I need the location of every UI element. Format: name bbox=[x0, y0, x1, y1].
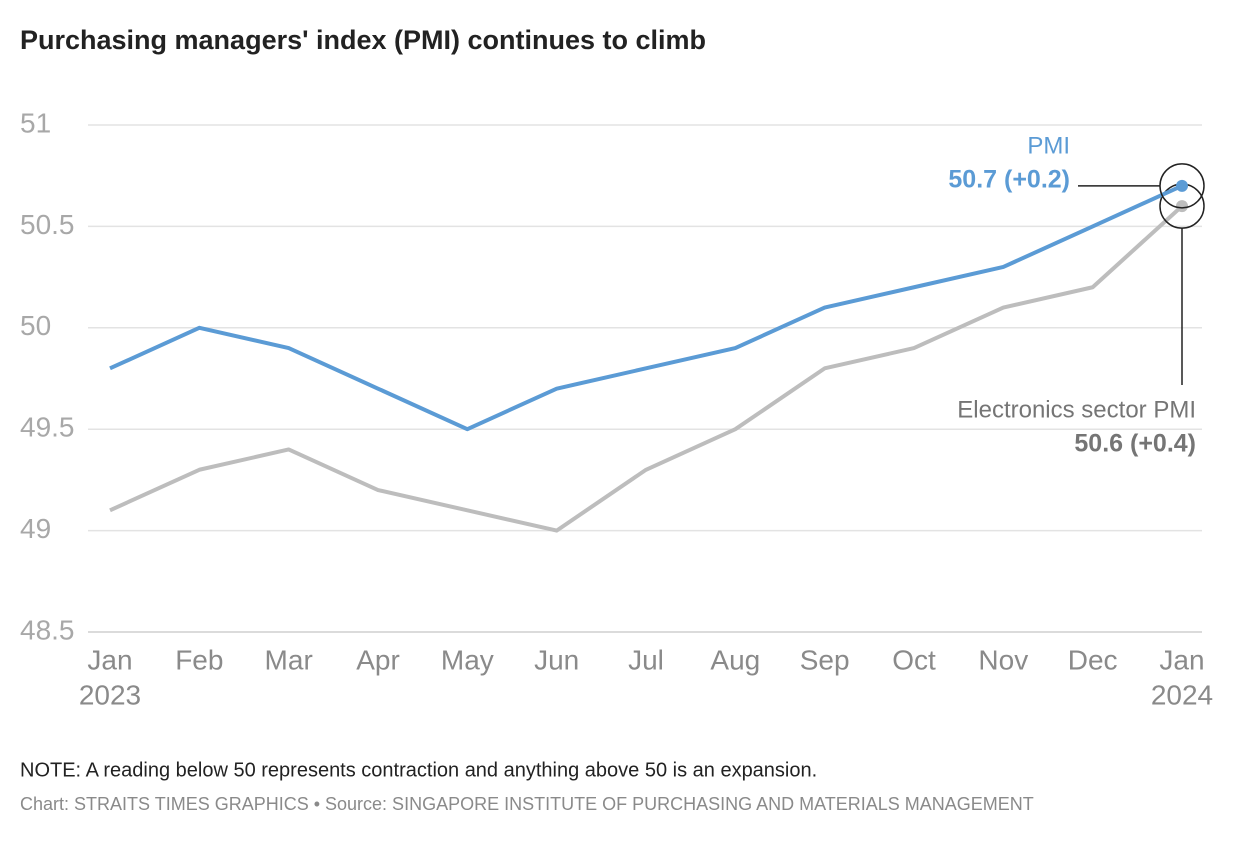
x-tick-label: Mar bbox=[265, 644, 313, 675]
y-tick-label: 50 bbox=[20, 310, 51, 341]
legend-label: Electronics sector PMI bbox=[957, 396, 1196, 423]
source: Chart: STRAITS TIMES GRAPHICS • Source: … bbox=[20, 794, 1034, 814]
annotation: 50.6 (+0.4) bbox=[1074, 430, 1196, 458]
line bbox=[109, 184, 1183, 432]
chart-title: Purchasing managers' index (PMI) continu… bbox=[20, 25, 706, 55]
y-tick-label: 48.5 bbox=[20, 614, 75, 645]
x-tick-label: May bbox=[441, 644, 494, 675]
x-tick-label: Feb bbox=[175, 644, 223, 675]
x-tick-label: Jan bbox=[1159, 644, 1204, 675]
x-tick-label: Oct bbox=[892, 644, 936, 675]
y-tick-label: 50.5 bbox=[20, 209, 75, 240]
x-tick-label: Sep bbox=[800, 644, 850, 675]
end-point bbox=[1176, 200, 1188, 213]
x-tick-label: Jul bbox=[628, 644, 664, 675]
annotation: 50.7 (+0.2) bbox=[948, 166, 1070, 194]
x-tick-label: Jan bbox=[87, 644, 132, 675]
end-point bbox=[1176, 179, 1188, 192]
x-year-label: 2024 bbox=[1151, 679, 1213, 710]
x-tick-label: Nov bbox=[978, 644, 1028, 675]
x-tick-label: Apr bbox=[356, 644, 400, 675]
x-year-label: 2023 bbox=[79, 679, 141, 710]
line bbox=[109, 204, 1184, 533]
note: NOTE: A reading below 50 represents cont… bbox=[20, 759, 817, 781]
legend-label: PMI bbox=[1027, 132, 1070, 159]
y-tick-label: 51 bbox=[20, 107, 51, 138]
x-tick-label: Dec bbox=[1068, 644, 1118, 675]
x-tick-label: Aug bbox=[710, 644, 760, 675]
y-tick-label: 49 bbox=[20, 513, 51, 544]
x-tick-label: Jun bbox=[534, 644, 579, 675]
y-tick-label: 49.5 bbox=[20, 412, 75, 443]
